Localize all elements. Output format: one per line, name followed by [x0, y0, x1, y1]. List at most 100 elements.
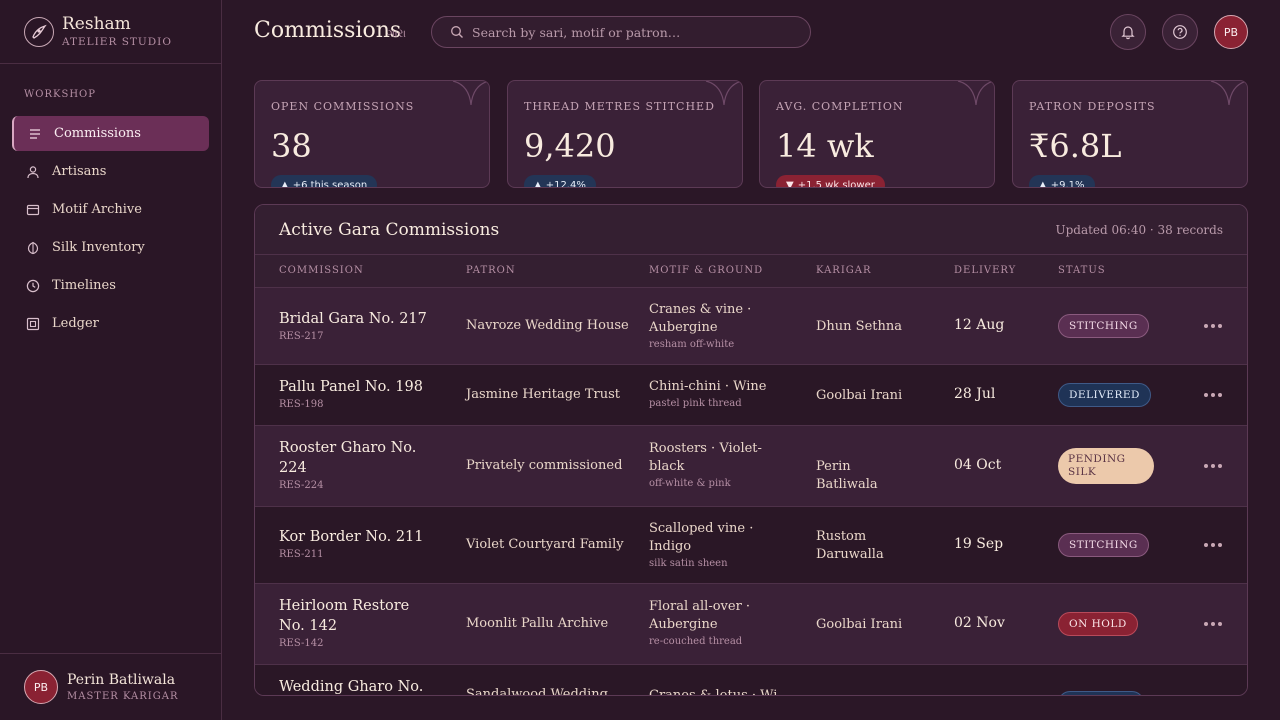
delivery-cell: 02 Nov — [954, 615, 1005, 631]
column-header[interactable]: STATUS — [1058, 265, 1106, 276]
notifications-button[interactable] — [1110, 14, 1146, 50]
sidebar-item-silk-inventory[interactable]: Silk Inventory — [12, 230, 209, 265]
table-row[interactable]: Rooster Gharo No. 224 RES-224 Privately … — [255, 426, 1247, 507]
sidebar-item-artisans[interactable]: Artisans — [12, 154, 209, 189]
patron-cell: Violet Courtyard Family — [466, 537, 624, 552]
row-menu-button[interactable] — [1201, 316, 1225, 336]
commissions-table-panel: Active Gara Commissions Updated 06:40 · … — [254, 204, 1248, 696]
more-icon — [1218, 464, 1222, 468]
stat-delta-text: +9.1% — [1050, 179, 1085, 188]
motif-text: Chini-chini · Wine — [649, 379, 767, 394]
karigar-cell: Perin Batliwala — [816, 459, 878, 492]
table-row[interactable]: Wedding Gharo No. Sandalwood Wedding Cra… — [255, 665, 1247, 695]
more-icon — [1204, 324, 1208, 328]
nav-section-label: WORKSHOP — [24, 89, 96, 100]
help-button[interactable] — [1162, 14, 1198, 50]
commission-cell: Bridal Gara No. 217 RES-217 — [279, 309, 429, 343]
up-arrow-icon: ▲ — [534, 179, 542, 188]
brand[interactable]: Resham ATELIER STUDIO — [0, 0, 221, 64]
motif-thread: re-couched thread — [649, 636, 743, 647]
commission-name: Pallu Panel No. 198 — [279, 379, 423, 395]
more-icon — [1211, 464, 1215, 468]
table-header: COMMISSION PATRON MOTIF & GROUND KARIGAR… — [255, 255, 1247, 288]
sidebar-nav: Commissions Artisans Motif Archive Silk … — [12, 116, 209, 344]
motif-cell: Cranes & lotus · Wi — [649, 687, 809, 695]
stat-card-open-commissions: OPEN COMMISSIONS 38 ▲ +6 this season — [254, 80, 490, 188]
karigar-cell: Rustom Daruwalla — [816, 529, 884, 562]
karigar-cell: Goolbai Irani — [816, 617, 903, 632]
header-avatar[interactable]: PB — [1214, 15, 1248, 49]
panel-meta: Updated 06:40 · 38 records — [1055, 223, 1223, 237]
column-header[interactable]: COMMISSION — [279, 265, 364, 276]
commission-name: Bridal Gara No. 217 — [279, 311, 427, 327]
status-badge — [1058, 691, 1144, 695]
motif-cell: Roosters · Violet-black off-white & pink — [649, 440, 769, 491]
row-menu-button[interactable] — [1201, 456, 1225, 476]
user-profile[interactable]: PB Perin Batliwala MASTER KARIGAR — [0, 653, 221, 720]
more-icon — [1204, 393, 1208, 397]
clock-icon — [26, 279, 40, 292]
brand-name: Resham — [62, 13, 131, 34]
stat-delta: ▲ +9.1% — [1029, 175, 1095, 188]
stat-delta-text: +1.5 wk slower — [797, 179, 875, 188]
stat-delta: ▲ +6 this season — [271, 175, 378, 188]
leaf-icon — [27, 241, 39, 254]
sidebar-item-label: Ledger — [52, 316, 99, 331]
sidebar-item-commissions[interactable]: Commissions — [12, 116, 209, 151]
stat-delta-text: +6 this season — [292, 179, 368, 188]
more-icon — [1211, 324, 1215, 328]
commission-code: RES-224 — [279, 480, 324, 491]
motif-text: Scalloped vine · Indigo — [649, 521, 754, 554]
delivery-cell: 04 Oct — [954, 457, 1002, 473]
sidebar: Resham ATELIER STUDIO WORKSHOP Commissio… — [0, 0, 222, 720]
commission-code: RES-142 — [279, 638, 324, 649]
brand-subtitle: ATELIER STUDIO — [62, 35, 172, 48]
commission-cell: Rooster Gharo No. 224 RES-224 — [279, 438, 429, 492]
stat-delta-text: +12.4% — [545, 179, 586, 188]
card-icon — [26, 204, 40, 215]
row-menu-button[interactable] — [1201, 385, 1225, 405]
up-arrow-icon: ▲ — [1039, 179, 1047, 188]
card-corner-ornament — [705, 81, 742, 106]
page-title: Commissions — [254, 18, 402, 43]
table-row[interactable]: Pallu Panel No. 198 RES-198 Jasmine Heri… — [255, 365, 1247, 426]
column-header[interactable]: KARIGAR — [816, 265, 872, 276]
motif-text: Cranes & vine · Aubergine — [649, 302, 752, 335]
stat-delta: ▲ +12.4% — [524, 175, 596, 188]
delivery-cell: 19 Sep — [954, 536, 1004, 552]
patron-cell: Jasmine Heritage Trust — [466, 387, 620, 402]
search-input[interactable] — [472, 24, 792, 40]
user-icon — [27, 165, 39, 178]
patron-cell: Moonlit Pallu Archive — [466, 616, 609, 631]
sidebar-item-motif-archive[interactable]: Motif Archive — [12, 192, 209, 227]
row-menu-button[interactable] — [1201, 535, 1225, 555]
row-menu-button[interactable] — [1201, 614, 1225, 634]
stat-value: ₹6.8L — [1029, 127, 1122, 165]
sidebar-item-label: Artisans — [52, 164, 107, 179]
motif-cell: Cranes & vine · Aubergine resham off-whi… — [649, 301, 769, 352]
column-header[interactable]: PATRON — [466, 265, 516, 276]
status-badge: STITCHING — [1058, 533, 1149, 557]
card-corner-ornament — [1210, 81, 1247, 106]
sidebar-item-timelines[interactable]: Timelines — [12, 268, 209, 303]
more-icon — [1218, 543, 1222, 547]
table-row[interactable]: Bridal Gara No. 217 RES-217 Navroze Wedd… — [255, 288, 1247, 365]
sidebar-item-label: Commissions — [54, 126, 141, 141]
user-name: Perin Batliwala — [67, 672, 176, 688]
search-bar[interactable] — [431, 16, 811, 48]
more-icon — [1211, 543, 1215, 547]
column-header[interactable]: MOTIF & GROUND — [649, 265, 764, 276]
motif-cell: Floral all-over · Aubergine re-couched t… — [649, 598, 769, 649]
more-icon — [1218, 393, 1222, 397]
help-icon — [1173, 25, 1187, 39]
table-row[interactable]: Heirloom Restore No. 142 RES-142 Moonlit… — [255, 584, 1247, 665]
more-icon — [1211, 622, 1215, 626]
up-arrow-icon: ▲ — [281, 179, 289, 188]
motif-thread: pastel pink thread — [649, 398, 742, 409]
commission-code: RES-211 — [279, 549, 324, 560]
column-header[interactable]: DELIVERY — [954, 265, 1017, 276]
more-icon — [1218, 622, 1222, 626]
list-icon — [30, 128, 40, 139]
table-row[interactable]: Kor Border No. 211 RES-211 Violet Courty… — [255, 507, 1247, 584]
sidebar-item-ledger[interactable]: Ledger — [12, 306, 209, 341]
